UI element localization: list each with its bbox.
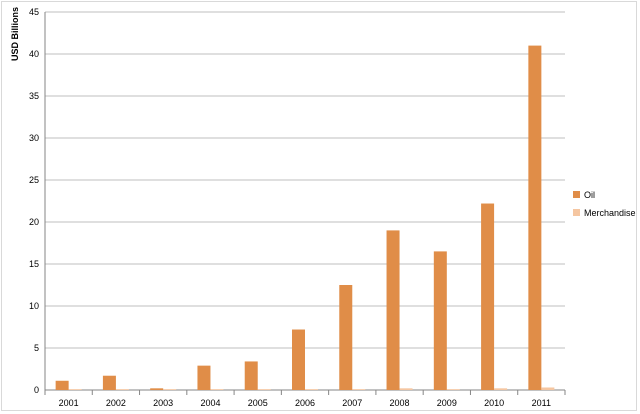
y-tick-label: 30 <box>29 133 39 143</box>
bar-merchandise-2001 <box>68 389 82 390</box>
y-tick-labels: 0 5 10 15 20 25 30 35 40 45 <box>29 7 39 395</box>
bar-merchandise-2003 <box>163 389 177 390</box>
bar-oil-2006 <box>292 329 305 390</box>
bar-merchandise-2004 <box>210 389 224 390</box>
bar-oil-2004 <box>197 365 211 390</box>
y-tick-label: 10 <box>29 301 39 311</box>
y-tick-label: 35 <box>29 91 39 101</box>
bar-oil-2003 <box>150 388 164 390</box>
x-tick-label: 2008 <box>390 398 410 408</box>
y-tick-label: 40 <box>29 49 39 59</box>
y-tick-label: 20 <box>29 217 39 227</box>
bar-merchandise-2007 <box>352 389 366 390</box>
y-tick-label: 25 <box>29 175 39 185</box>
legend-label-merchandise: Merchandise <box>584 208 636 218</box>
x-tick-label: 2006 <box>295 398 315 408</box>
y-tick-label: 0 <box>34 385 39 395</box>
y-tick-label: 15 <box>29 259 39 269</box>
x-axis <box>44 390 566 395</box>
legend-swatch-oil <box>573 191 580 198</box>
bar-merchandise-2002 <box>115 389 129 390</box>
bar-merchandise-2006 <box>305 389 318 390</box>
x-tick-label: 2003 <box>153 398 173 408</box>
bar-oil-2009 <box>433 251 447 390</box>
gridlines <box>44 11 565 391</box>
bar-oil-2002 <box>102 375 116 390</box>
bar-oil-2001 <box>55 380 69 390</box>
bars <box>55 45 555 390</box>
y-axis-title: USD Billions <box>10 7 20 61</box>
bar-oil-2011 <box>528 45 542 390</box>
bar-oil-2010 <box>481 203 495 390</box>
bar-merchandise-2010 <box>494 388 508 390</box>
x-tick-label: 2005 <box>248 398 268 408</box>
x-tick-label: 2007 <box>342 398 362 408</box>
bar-merchandise-2009 <box>446 389 460 390</box>
legend: Oil Merchandise <box>573 190 636 218</box>
x-tick-label: 2001 <box>59 398 79 408</box>
bar-merchandise-2005 <box>257 389 271 390</box>
bar-oil-2008 <box>386 230 400 390</box>
x-tick-label: 2004 <box>200 398 220 408</box>
legend-label-oil: Oil <box>584 190 595 200</box>
x-tick-label: 2011 <box>532 398 551 408</box>
bar-oil-2007 <box>339 285 353 390</box>
bar-merchandise-2011 <box>541 387 555 390</box>
bar-merchandise-2008 <box>399 388 413 390</box>
x-tick-label: 2002 <box>106 398 126 408</box>
x-tick-labels: 2001 2002 2003 2004 2005 2006 2007 2008 2009 2010… <box>59 398 551 408</box>
y-tick-label: 5 <box>34 343 39 353</box>
legend-swatch-merchandise <box>573 209 580 216</box>
y-tick-label: 45 <box>29 7 39 17</box>
bar-oil-2005 <box>244 361 258 390</box>
x-tick-label: 2010 <box>484 398 504 408</box>
x-tick-label: 2009 <box>437 398 457 408</box>
